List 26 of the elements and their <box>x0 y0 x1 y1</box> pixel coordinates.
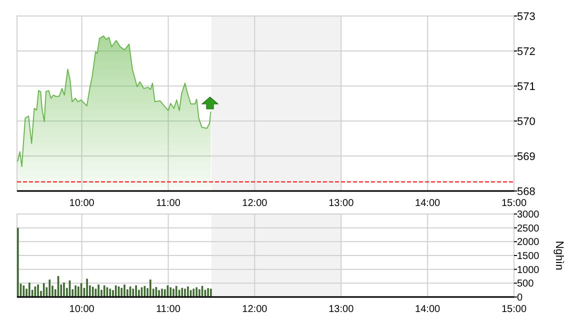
x-tick-label: 11:00 <box>156 198 181 209</box>
y-tick-label: 572 <box>517 46 536 58</box>
x-tick-label: 12:00 <box>242 198 268 209</box>
x-tick-label: 14:00 <box>415 198 441 209</box>
y-tick-label: 500 <box>517 278 534 290</box>
y-tick-label: 573 <box>517 10 536 23</box>
y-tick-label: 571 <box>517 80 536 93</box>
x-tick-label: 10:00 <box>69 198 95 209</box>
x-tick-label: 10:00 <box>69 304 95 315</box>
y-axis-title: Nghìn <box>553 240 565 270</box>
y-tick-label: 3000 <box>517 210 540 220</box>
y-tick-label: 0 <box>517 292 523 304</box>
y-tick-label: 570 <box>517 116 536 128</box>
y-tick-label: 2500 <box>517 223 540 234</box>
x-tick-label: 13:00 <box>328 304 354 315</box>
x-tick-label: 12:00 <box>242 304 268 315</box>
x-tick-label: 14:00 <box>415 304 441 315</box>
y-tick-label: 569 <box>517 150 536 163</box>
y-tick-label: 2000 <box>517 237 540 248</box>
y-tick-label: 568 <box>517 186 536 198</box>
x-tick-label: 15:00 <box>501 304 527 315</box>
x-tick-label: 15:00 <box>501 198 527 209</box>
y-tick-label: 1500 <box>517 251 540 262</box>
x-tick-label: 11:00 <box>156 304 181 315</box>
x-tick-label: 13:00 <box>328 198 354 209</box>
y-tick-label: 1000 <box>517 264 540 276</box>
